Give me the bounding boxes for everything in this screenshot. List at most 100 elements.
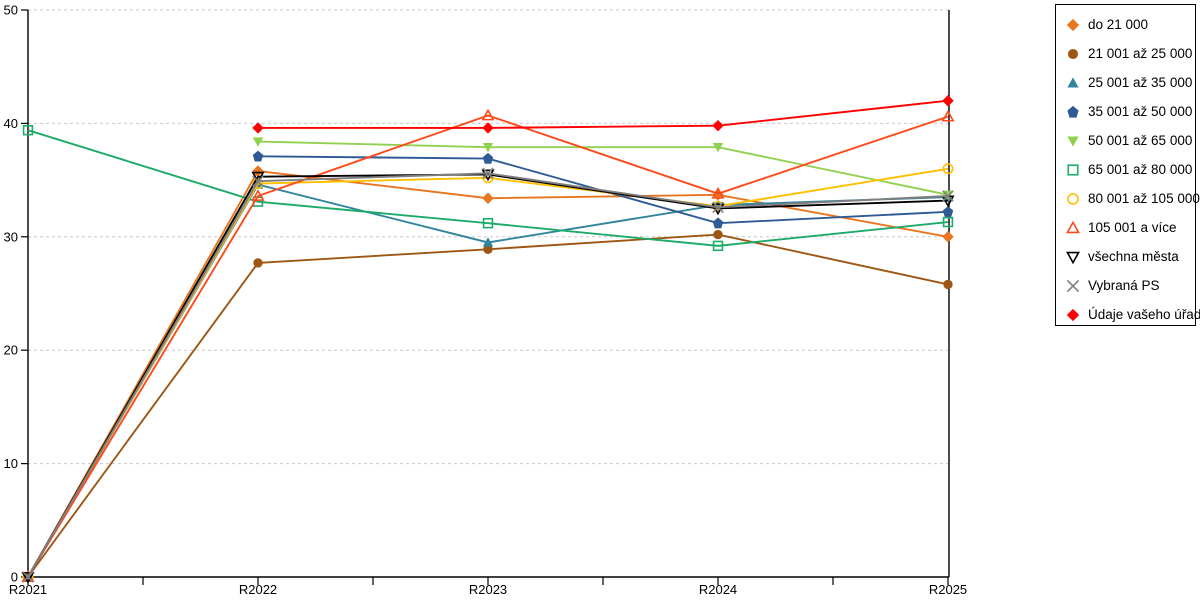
legend-label: 80 001 až 105 000 [1088,191,1200,206]
data-point-marker [252,122,264,134]
data-point-marker [252,175,264,187]
legend-label: Údaje vašeho úřadu [1088,307,1200,322]
line-chart: 0 10 20 30 40 50 R2021 R2022 R2023 R2024 R2025 [4,3,968,598]
y-tick-label: 50 [4,3,18,18]
legend-label: 25 001 až 35 000 [1088,75,1193,90]
legend: do 21 000 21 001 až 25 000 25 001 až 35 00… [1055,4,1200,329]
x-tick-label: R2022 [239,582,277,597]
triangle-down-legend-icon [1066,251,1080,264]
triangle-up-legend-icon [1066,220,1080,233]
data-point-marker [711,186,725,199]
data-point-marker [942,231,954,243]
data-point-marker [251,189,265,201]
x-tick-label: R2023 [469,582,507,597]
legend-label: 35 001 až 50 000 [1088,104,1193,119]
data-point-marker [712,143,724,153]
legend-item: 105 001 a více [1056,213,1195,242]
series-line [27,172,949,578]
legend-label: 105 001 a více [1088,220,1177,235]
data-point-marker [482,167,494,180]
legend-item: 21 001 až 25 000 [1056,39,1195,68]
y-tick-label: 30 [4,229,18,244]
legend-label: 21 001 až 25 000 [1088,46,1193,61]
data-point-marker [712,217,724,229]
legend-item: do 21 000 [1056,10,1195,39]
legend-item: Vybraná PS [1056,271,1195,300]
data-point-marker [251,171,265,184]
legend-item: všechna města [1056,242,1195,271]
pentagon-legend-icon [1067,105,1079,118]
data-point-marker [943,279,953,290]
data-point-marker [942,206,954,218]
diamond-legend-icon [1066,308,1080,321]
data-point-marker [482,217,494,229]
legend-label: Vybraná PS [1088,278,1160,293]
data-point-marker [712,201,724,214]
diamond-legend-icon [1066,18,1080,31]
series-line [27,233,949,578]
series-line [27,114,949,578]
data-point-marker [1067,105,1079,118]
data-point-marker [22,124,34,136]
data-point-marker [712,119,724,132]
data-point-marker [22,571,34,583]
legend-label: do 21 000 [1088,17,1149,32]
data-point-marker [942,163,954,175]
data-point-marker [712,240,724,252]
data-point-marker [1066,18,1080,31]
legend-item: 80 001 až 105 000 [1056,184,1200,213]
data-point-marker [1067,163,1079,176]
x-legend-icon [1066,279,1080,292]
data-point-marker [1066,308,1080,321]
triangle-up-legend-icon [1067,76,1079,87]
data-point-marker [942,190,954,202]
y-tick-label: 0 [11,570,18,585]
square-legend-icon [1067,163,1079,176]
data-point-marker [713,229,723,240]
data-point-marker [1066,251,1080,264]
x-tick-label: R2021 [9,582,47,597]
x-tick-label: R2025 [929,582,967,597]
legend-item: 35 001 až 50 000 [1056,97,1195,126]
circle-legend-icon [1067,192,1079,205]
data-point-marker [482,192,494,204]
data-point-marker [1066,220,1080,233]
series-line [258,99,949,129]
data-point-marker [252,137,264,147]
circle-legend-icon [1067,48,1079,59]
series-line [27,167,949,578]
legend-label: 65 001 až 80 000 [1088,162,1193,177]
data-point-marker [1066,279,1080,292]
data-point-marker [253,258,263,268]
legend-item: 50 001 až 65 000 [1056,126,1195,155]
legend-item: 25 001 až 35 000 [1056,68,1195,97]
legend-item: Údaje vašeho úřadu [1056,300,1200,329]
data-point-marker [481,108,495,121]
triangle-down-legend-icon [1067,136,1079,147]
data-point-marker [942,95,954,107]
y-tick-label: 10 [4,456,18,471]
data-point-marker [941,109,955,122]
data-point-marker [482,152,494,164]
data-point-marker [1067,192,1079,205]
legend-item: 65 001 až 80 000 [1056,155,1195,184]
data-point-marker [482,143,494,153]
series-line [27,129,949,247]
data-point-marker [1067,48,1079,59]
data-point-marker [252,150,264,162]
legend-label: 50 001 až 65 000 [1088,133,1193,148]
series-line [257,140,949,196]
data-point-marker [483,244,493,254]
data-point-marker [482,237,494,247]
data-point-marker [252,165,264,177]
legend-label: všechna města [1088,249,1179,264]
series-line [27,170,949,578]
y-tick-label: 20 [4,343,18,358]
data-point-marker [1067,136,1079,147]
x-tick-label: R2024 [699,582,737,597]
data-point-marker [1067,76,1079,87]
data-point-marker [482,122,494,134]
y-tick-label: 40 [4,116,18,131]
data-point-marker [21,572,35,584]
